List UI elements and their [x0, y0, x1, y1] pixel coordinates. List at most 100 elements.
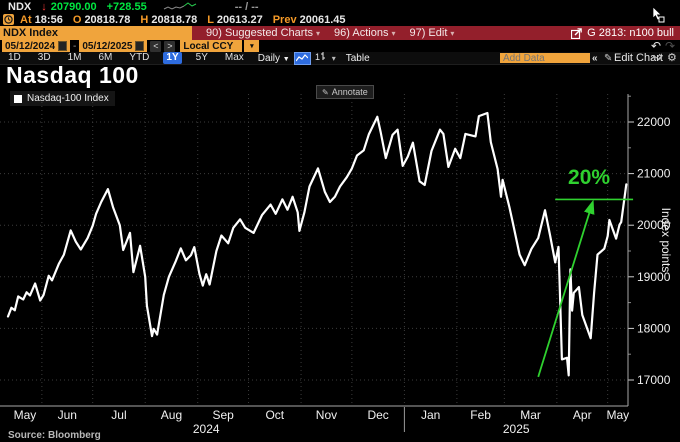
- last-price: 20790.00: [50, 0, 97, 13]
- collapse-panel-button[interactable]: «: [592, 52, 598, 64]
- svg-text:Aug: Aug: [161, 408, 182, 422]
- high-label: H: [140, 13, 149, 26]
- menu-suggested-charts[interactable]: 90) Suggested Charts ▾: [206, 27, 321, 39]
- range-back-button[interactable]: <: [150, 40, 162, 52]
- menu-edit[interactable]: 97) Edit ▾: [409, 27, 455, 39]
- svg-text:Apr: Apr: [573, 408, 592, 422]
- period-tab-1m[interactable]: 1M: [67, 52, 82, 63]
- edit-chart-button[interactable]: Edit Chart: [614, 52, 663, 64]
- frequency-dropdown[interactable]: Daily ▼: [257, 52, 290, 64]
- period-tab-1y[interactable]: 1Y: [163, 52, 182, 64]
- legend-swatch: [14, 94, 22, 103]
- svg-text:Oct: Oct: [265, 408, 284, 422]
- svg-text:18000: 18000: [637, 321, 671, 335]
- currency-field[interactable]: Local CCY: [180, 40, 243, 52]
- source-credit: Source: Bloomberg: [8, 430, 101, 441]
- chart-legend[interactable]: Nasdaq-100 Index: [10, 91, 115, 106]
- bid-ask-placeholder: -- / --: [234, 0, 259, 13]
- svg-text:19000: 19000: [637, 270, 671, 284]
- menu-actions[interactable]: 96) Actions ▾: [334, 27, 396, 39]
- legend-label: Nasdaq-100 Index: [27, 93, 109, 104]
- chart-title: Nasdaq 100: [6, 62, 139, 88]
- svg-text:2025: 2025: [503, 422, 530, 436]
- date-from-field[interactable]: 05/12/2024: [2, 40, 70, 52]
- security-field[interactable]: NDX Index: [0, 26, 192, 40]
- period-tab-max[interactable]: Max: [224, 52, 244, 63]
- svg-text:Sep: Sep: [212, 408, 234, 422]
- redo-icon[interactable]: ↷: [665, 39, 676, 53]
- gear-icon[interactable]: ⚙: [667, 52, 677, 64]
- date-range-separator: -: [73, 40, 77, 52]
- period-tab-5y[interactable]: 5Y: [195, 52, 208, 63]
- price-change: +728.55: [106, 0, 147, 13]
- prev-label: Prev: [272, 13, 297, 26]
- at-time: 18:56: [34, 13, 63, 26]
- chevron-down-icon: ▾: [316, 29, 321, 38]
- svg-text:Jan: Jan: [421, 408, 440, 422]
- high-value: 20818.78: [151, 13, 198, 26]
- at-label: At: [20, 13, 32, 26]
- line-chart-type-icon[interactable]: [293, 51, 311, 65]
- chart-toolbar: 1D 3D 1M 6M YTD 1Y 5Y Max Daily ▼ 1 ▾ Ta…: [0, 51, 680, 65]
- quote-bar: NDX ↓ 20790.00 +728.55 -- / --: [0, 0, 680, 23]
- add-data-input[interactable]: [500, 53, 590, 63]
- prev-value: 20061.45: [299, 13, 346, 26]
- table-button[interactable]: Table: [345, 52, 370, 64]
- svg-text:Jul: Jul: [111, 408, 126, 422]
- launch-icon[interactable]: [571, 27, 582, 39]
- date-to-value: 05/12/2025: [82, 40, 133, 52]
- intraday-sparkline: [163, 2, 196, 10]
- undo-icon[interactable]: ↶: [651, 39, 662, 53]
- svg-text:2024: 2024: [193, 422, 220, 436]
- date-toolbar: 05/12/2024 - 05/12/2025 < > Local CCY ▾ …: [0, 39, 680, 53]
- svg-text:1: 1: [315, 52, 320, 62]
- chevron-down-icon: ▾: [450, 29, 455, 38]
- open-label: O: [72, 13, 82, 26]
- chart-settings-icon[interactable]: [650, 52, 663, 65]
- svg-text:Mar: Mar: [520, 408, 541, 422]
- svg-text:Jun: Jun: [58, 408, 77, 422]
- svg-text:Feb: Feb: [470, 408, 491, 422]
- open-value: 20818.78: [84, 13, 131, 26]
- chevron-down-icon: ▾: [391, 29, 396, 38]
- low-value: 20613.27: [216, 13, 263, 26]
- pencil-icon: ✎: [604, 52, 613, 64]
- menu-bar: NDX Index 90) Suggested Charts ▾ 96) Acti…: [0, 26, 680, 40]
- range-forward-button[interactable]: >: [164, 40, 176, 52]
- svg-text:20000: 20000: [637, 218, 671, 232]
- svg-text:17000: 17000: [637, 373, 671, 387]
- period-tab-3d[interactable]: 3D: [37, 52, 51, 63]
- chart-type-dropdown-icon[interactable]: ▾: [331, 53, 336, 63]
- svg-text:22000: 22000: [637, 115, 671, 129]
- svg-text:May: May: [607, 408, 630, 422]
- svg-text:Index points: Index points: [659, 208, 673, 273]
- annotation-20pct-label: 20%: [568, 166, 610, 189]
- calendar-icon[interactable]: [58, 41, 67, 51]
- period-tab-ytd[interactable]: YTD: [129, 52, 150, 63]
- currency-value: Local CCY: [183, 40, 234, 52]
- calendar-icon[interactable]: [135, 41, 145, 51]
- mouse-cursor-icon: [652, 7, 665, 23]
- ohlc-bar: At 18:56 O 20818.78 H 20818.78 L 20613.2…: [0, 13, 680, 26]
- chart-plot-area[interactable]: 17000 18000 19000 20000 21000 22000 May Jun Jul A…: [0, 64, 680, 442]
- date-to-field[interactable]: 05/12/2025: [79, 40, 148, 52]
- svg-text:21000: 21000: [637, 167, 671, 181]
- svg-text:May: May: [14, 408, 37, 422]
- chart-tag[interactable]: G 2813: n100 bull: [587, 27, 674, 39]
- low-label: L: [207, 13, 214, 26]
- annotate-button[interactable]: ✎ Annotate: [316, 85, 374, 99]
- ticker-symbol: NDX: [8, 0, 32, 13]
- svg-text:Nov: Nov: [316, 408, 337, 422]
- clock-icon: [3, 14, 14, 25]
- svg-text:Dec: Dec: [367, 408, 388, 422]
- security-field-text: NDX Index: [3, 27, 59, 39]
- period-tab-6m[interactable]: 6M: [98, 52, 113, 63]
- ohlc-bars-icon[interactable]: 1: [315, 51, 328, 65]
- annotate-label: Annotate: [331, 87, 368, 97]
- date-from-value: 05/12/2024: [5, 40, 56, 52]
- pencil-icon: ✎: [322, 87, 329, 97]
- down-arrow-icon: ↓: [41, 0, 47, 13]
- period-tab-1d[interactable]: 1D: [8, 52, 21, 63]
- currency-dropdown-button[interactable]: ▾: [244, 40, 260, 52]
